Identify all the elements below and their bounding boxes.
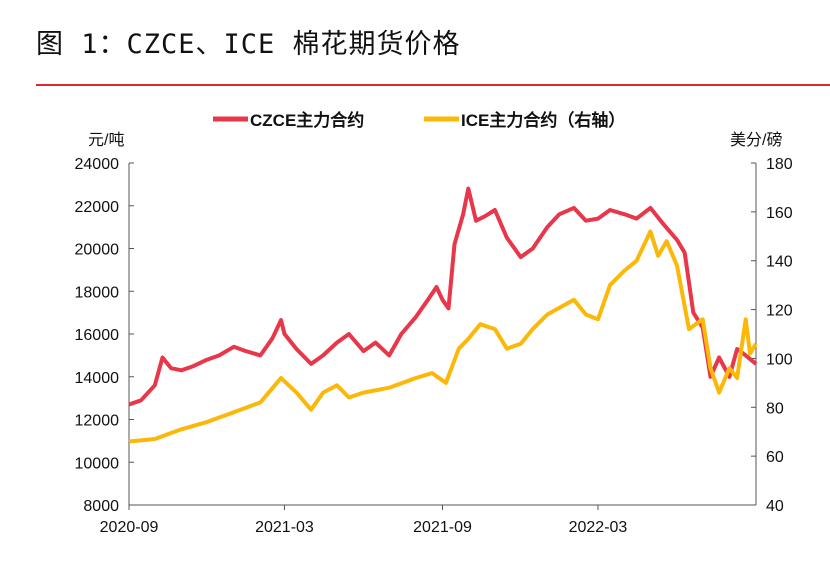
- x-tick-label: 2021-09: [413, 519, 472, 536]
- right-axis-unit: 美分/磅: [730, 131, 782, 149]
- right-tick-label: 100: [766, 351, 793, 368]
- legend-label-czce: CZCE主力合约: [250, 110, 364, 130]
- left-tick-label: 10000: [75, 455, 120, 472]
- left-tick-label: 18000: [75, 284, 120, 301]
- left-tick-label: 14000: [75, 370, 120, 387]
- left-tick-label: 20000: [75, 242, 120, 259]
- legend: CZCE主力合约 ICE主力合约（右轴）: [213, 110, 625, 130]
- left-tick-label: 16000: [75, 327, 120, 344]
- left-tick-label: 22000: [75, 199, 120, 216]
- left-tick-label: 8000: [83, 498, 119, 515]
- ice-series-line: [128, 229, 758, 444]
- right-tick-label: 60: [766, 449, 784, 466]
- legend-label-ice: ICE主力合约（右轴）: [461, 110, 625, 130]
- title-divider: [36, 84, 830, 86]
- right-tick-label: 80: [766, 400, 784, 417]
- left-tick-label: 24000: [75, 156, 120, 173]
- right-tick-label: 120: [766, 303, 793, 320]
- x-tick-label: 2022-03: [569, 519, 628, 536]
- right-tick-label: 160: [766, 205, 793, 222]
- chart-title: 图 1：CZCE、ICE 棉花期货价格: [36, 29, 461, 60]
- x-tick-label: 2021-03: [255, 519, 314, 536]
- right-tick-label: 180: [766, 156, 793, 173]
- x-tick-label: 2020-09: [100, 519, 159, 536]
- left-tick-label: 12000: [75, 413, 120, 430]
- czce-series-line: [128, 186, 758, 407]
- right-tick-label: 40: [766, 498, 784, 515]
- right-tick-label: 140: [766, 254, 793, 271]
- left-axis-unit: 元/吨: [88, 131, 124, 149]
